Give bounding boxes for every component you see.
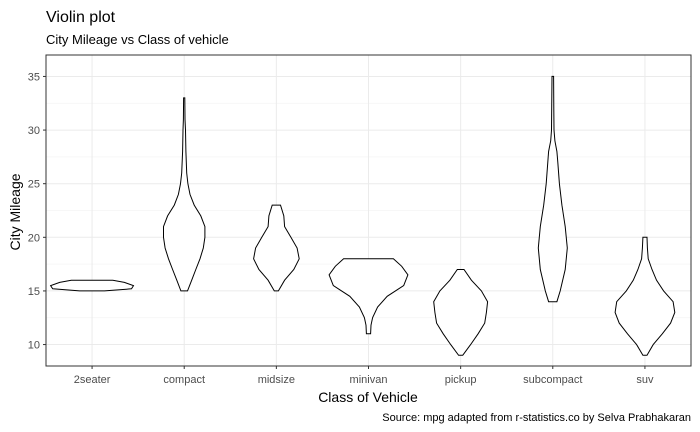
x-tick-label: midsize	[258, 374, 295, 386]
violin-minivan	[328, 258, 409, 335]
chart-caption: Source: mpg adapted from r-statistics.co…	[382, 412, 691, 424]
x-tick-label: 2seater	[74, 374, 111, 386]
y-tick-label: 35	[28, 71, 40, 83]
y-tick-label: 30	[28, 125, 40, 137]
plot-panel	[45, 54, 692, 367]
violin-midsize	[253, 204, 300, 292]
y-tick-label: 25	[28, 179, 40, 191]
violin-suv	[614, 236, 676, 356]
chart-subtitle: City Mileage vs Class of vehicle	[46, 32, 229, 47]
x-tick-label: minivan	[350, 374, 388, 386]
chart-title: Violin plot	[46, 9, 116, 26]
y-tick-label: 15	[28, 286, 40, 298]
violin-compact	[163, 97, 206, 292]
y-tick-label: 10	[28, 340, 40, 352]
x-tick-label: subcompact	[523, 374, 582, 386]
y-axis: 10 15 20 25 30 35	[28, 71, 46, 352]
violin-subcompact	[537, 75, 568, 303]
x-axis-title: Class of Vehicle	[318, 389, 418, 405]
y-axis-title: City Mileage	[7, 173, 23, 250]
x-tick-label: compact	[163, 374, 205, 386]
violin-pickup	[433, 269, 489, 356]
x-tick-label: suv	[636, 374, 654, 386]
violin-2seater	[49, 279, 135, 292]
y-tick-label: 20	[28, 232, 40, 244]
x-tick-label: pickup	[445, 374, 477, 386]
x-axis: 2seater compact midsize minivan pickup subcom…	[74, 366, 654, 386]
violins	[49, 75, 676, 356]
